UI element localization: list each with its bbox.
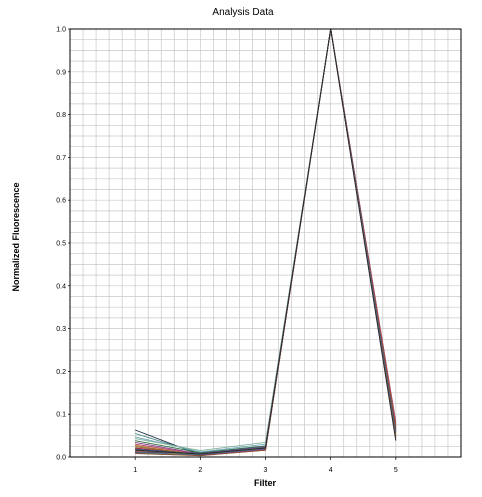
y-tick-labels: 0.0 0.1 0.2 0.3 0.4 0.5 0.6 0.7 0.8 0.9 1.0 bbox=[56, 27, 70, 462]
y-axis-label: Normalized Fluorescence bbox=[11, 182, 21, 291]
y-tick-label: 0.8 bbox=[56, 112, 66, 119]
series-group bbox=[135, 28, 397, 457]
y-tick-label: 0.3 bbox=[56, 326, 66, 333]
x-tick-label: 3 bbox=[264, 467, 268, 474]
y-tick-label: 0.9 bbox=[56, 69, 66, 76]
x-tick-label: 1 bbox=[133, 467, 137, 474]
x-tick-label: 2 bbox=[198, 467, 202, 474]
x-tick-labels: 1 2 3 4 5 bbox=[133, 457, 398, 474]
y-tick-label: 0.4 bbox=[56, 283, 66, 290]
chart-title: Analysis Data bbox=[212, 7, 274, 18]
series-line bbox=[135, 28, 397, 455]
y-tick-label: 0.1 bbox=[56, 412, 66, 419]
y-tick-label: 0.7 bbox=[56, 155, 66, 162]
y-tick-label: 0.5 bbox=[56, 241, 66, 248]
x-axis-label: Filter bbox=[254, 478, 277, 488]
grid bbox=[70, 29, 461, 457]
y-tick-label: 0.2 bbox=[56, 369, 66, 376]
x-tick-label: 5 bbox=[394, 467, 398, 474]
y-tick-label: 1.0 bbox=[56, 27, 66, 34]
y-tick-label: 0.0 bbox=[56, 455, 66, 462]
x-tick-label: 4 bbox=[329, 467, 333, 474]
y-tick-label: 0.6 bbox=[56, 198, 66, 205]
